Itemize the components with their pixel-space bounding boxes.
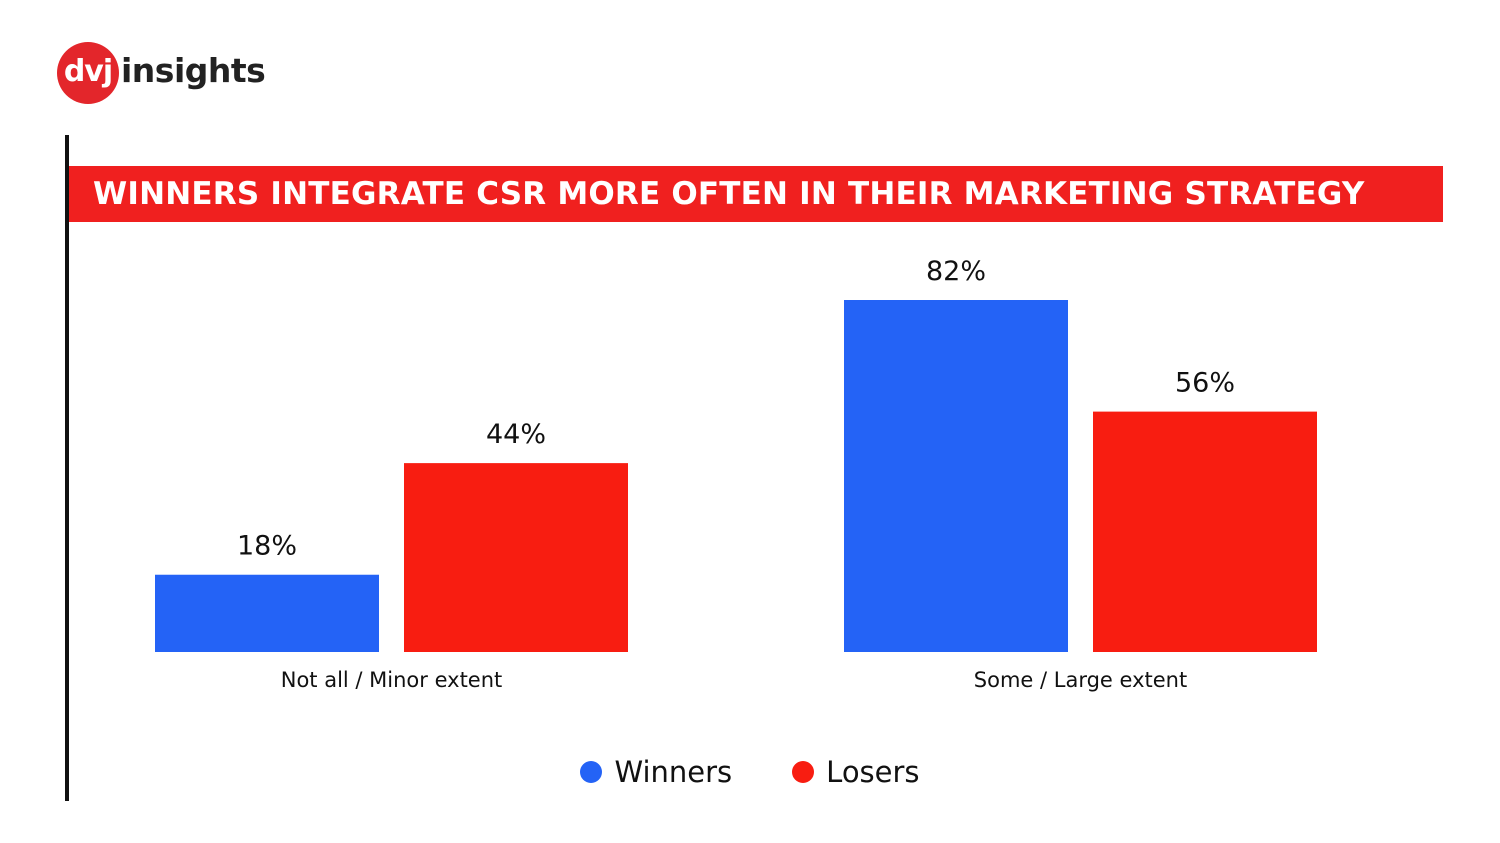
legend-label-losers: Losers [826, 755, 920, 789]
data-label-winners-some-large-extent: 82% [926, 256, 986, 287]
brand-logo-badge: dvj [57, 42, 119, 104]
legend-item-losers: Losers [792, 755, 920, 789]
data-label-winners-not-all-minor-extent: 18% [237, 531, 297, 562]
chart-title: WINNERS INTEGRATE CSR MORE OFTEN IN THEI… [93, 176, 1365, 212]
category-label-some-large-extent: Some / Large extent [974, 668, 1187, 692]
category-label-not-all-minor-extent: Not all / Minor extent [281, 668, 503, 692]
brand-logo-word: insights [121, 50, 266, 90]
bar-winners-some-large-extent [844, 300, 1068, 652]
legend-label-winners: Winners [614, 755, 733, 789]
bar-losers-not-all-minor-extent [404, 463, 628, 652]
chart-title-bar: WINNERS INTEGRATE CSR MORE OFTEN IN THEI… [69, 166, 1443, 222]
data-label-losers-not-all-minor-extent: 44% [486, 419, 546, 450]
bar-winners-not-all-minor-extent [155, 574, 379, 652]
bar-losers-some-large-extent [1093, 411, 1317, 652]
left-axis-line [65, 135, 69, 801]
legend-swatch-winners [580, 761, 603, 783]
legend-item-winners: Winners [580, 755, 732, 789]
legend-swatch-losers [792, 761, 815, 783]
chart-legend: Winners Losers [0, 752, 1500, 792]
brand-logo: dvj insights [57, 42, 266, 104]
data-label-losers-some-large-extent: 56% [1175, 368, 1235, 399]
